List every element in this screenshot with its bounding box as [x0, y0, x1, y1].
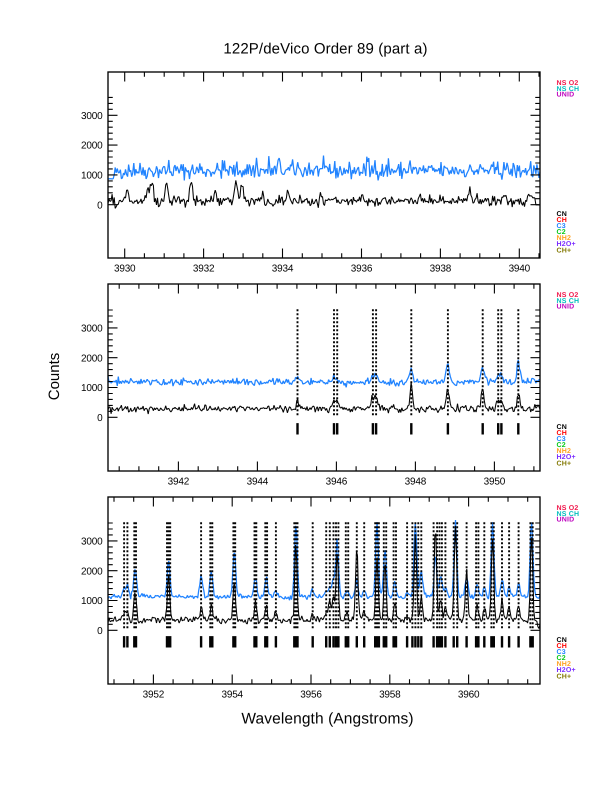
svg-text:0: 0: [97, 413, 103, 424]
svg-text:CH: CH: [557, 217, 568, 224]
svg-text:NS O2: NS O2: [557, 292, 579, 299]
svg-text:Counts: Counts: [46, 353, 63, 401]
svg-text:3946: 3946: [326, 477, 348, 488]
svg-text:3936: 3936: [351, 264, 373, 275]
svg-text:NS CH: NS CH: [557, 511, 580, 518]
svg-text:1000: 1000: [81, 171, 103, 182]
svg-text:2000: 2000: [81, 353, 103, 364]
svg-text:C2: C2: [557, 655, 566, 662]
svg-text:3948: 3948: [405, 477, 427, 488]
svg-text:H2O+: H2O+: [557, 454, 576, 461]
svg-text:3956: 3956: [300, 690, 322, 701]
svg-text:NH2: NH2: [557, 661, 572, 668]
svg-text:1000: 1000: [81, 596, 103, 607]
svg-text:CN: CN: [557, 637, 568, 644]
svg-text:CH: CH: [557, 430, 568, 437]
svg-text:0: 0: [97, 200, 103, 211]
svg-text:2000: 2000: [81, 141, 103, 152]
svg-text:C3: C3: [557, 649, 566, 656]
svg-text:2000: 2000: [81, 566, 103, 577]
svg-text:3000: 3000: [81, 111, 103, 122]
svg-text:122P/deVico Order 89 (part a): 122P/deVico Order 89 (part a): [223, 41, 427, 58]
svg-text:NS CH: NS CH: [557, 298, 580, 305]
svg-text:3950: 3950: [484, 477, 506, 488]
svg-text:NS O2: NS O2: [557, 80, 579, 87]
svg-text:CH+: CH+: [557, 460, 572, 467]
svg-text:3938: 3938: [430, 264, 452, 275]
svg-text:0: 0: [97, 626, 103, 637]
svg-text:3940: 3940: [509, 264, 531, 275]
svg-text:C2: C2: [557, 442, 566, 449]
svg-text:NS CH: NS CH: [557, 86, 580, 93]
svg-text:CH+: CH+: [557, 247, 572, 254]
svg-text:NH2: NH2: [557, 448, 572, 455]
svg-text:C3: C3: [557, 436, 566, 443]
svg-text:H2O+: H2O+: [557, 241, 576, 248]
svg-text:3000: 3000: [81, 324, 103, 335]
svg-text:3954: 3954: [221, 690, 243, 701]
svg-text:3944: 3944: [247, 477, 269, 488]
svg-text:CN: CN: [557, 211, 568, 218]
svg-text:3930: 3930: [114, 264, 136, 275]
svg-text:CN: CN: [557, 424, 568, 431]
svg-text:C2: C2: [557, 229, 566, 236]
svg-text:3932: 3932: [193, 264, 215, 275]
svg-text:H2O+: H2O+: [557, 667, 576, 674]
svg-text:NH2: NH2: [557, 235, 572, 242]
svg-text:UNID: UNID: [557, 517, 575, 524]
svg-text:NS O2: NS O2: [557, 505, 579, 512]
svg-text:CH: CH: [557, 643, 568, 650]
svg-text:3934: 3934: [272, 264, 294, 275]
svg-text:1000: 1000: [81, 383, 103, 394]
svg-text:3960: 3960: [458, 690, 480, 701]
svg-text:C3: C3: [557, 223, 566, 230]
svg-text:CH+: CH+: [557, 673, 572, 680]
svg-text:Wavelength (Angstroms): Wavelength (Angstroms): [241, 711, 413, 728]
svg-text:UNID: UNID: [557, 304, 575, 311]
svg-text:3952: 3952: [143, 690, 165, 701]
svg-text:3958: 3958: [379, 690, 401, 701]
svg-text:3942: 3942: [168, 477, 190, 488]
svg-text:3000: 3000: [81, 537, 103, 548]
svg-text:UNID: UNID: [557, 92, 575, 99]
